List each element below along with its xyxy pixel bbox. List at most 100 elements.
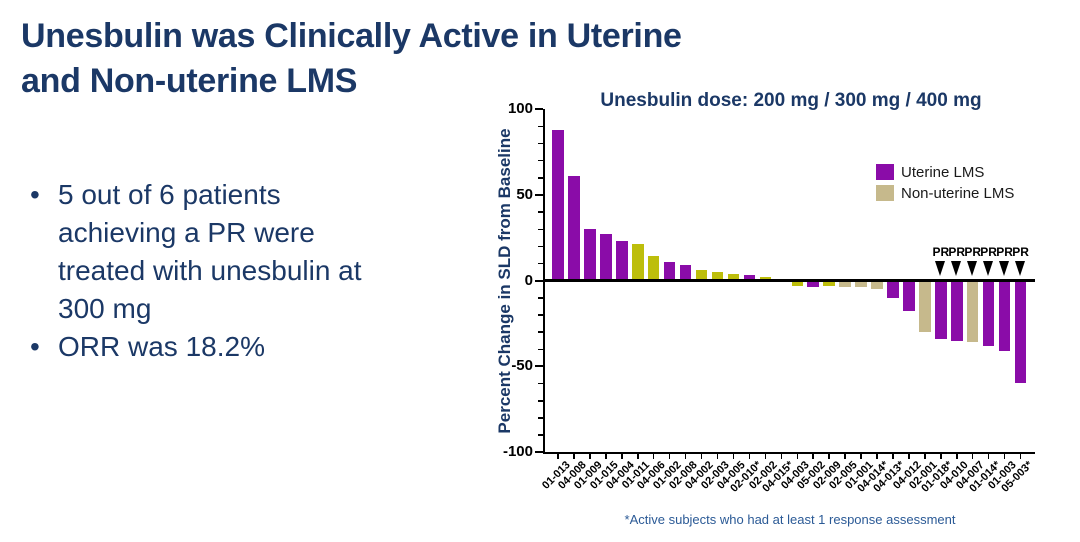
y-minor-tick	[538, 382, 543, 385]
legend-label-uterine: Uterine LMS	[901, 163, 985, 181]
y-minor-tick	[538, 314, 543, 316]
pr-marker-triangle-icon	[951, 261, 962, 276]
x-tick	[796, 454, 798, 459]
chart-bar	[663, 261, 676, 281]
x-tick	[987, 454, 990, 459]
x-tick	[605, 454, 607, 459]
chart-title: Unesbulin dose: 200 mg / 300 mg / 400 mg	[600, 90, 982, 111]
y-minor-tick	[538, 142, 543, 145]
chart-bar	[632, 244, 644, 281]
page-title: Unesbulin was Clinically Active in Uteri…	[21, 14, 801, 104]
x-tick	[716, 454, 719, 459]
x-tick	[844, 454, 846, 459]
y-minor-tick	[538, 245, 543, 248]
y-minor-tick	[538, 297, 543, 299]
legend-swatch-non-uterine	[876, 185, 894, 201]
chart-bar	[807, 280, 819, 288]
chart-bar	[871, 280, 883, 290]
x-tick	[940, 454, 942, 459]
x-tick	[812, 454, 814, 459]
chart-bar	[982, 280, 995, 346]
y-major-tick	[535, 365, 543, 368]
page-title-line1: Unesbulin was Clinically Active in Uteri…	[21, 17, 682, 55]
legend-row-uterine: Uterine LMS	[876, 163, 1014, 181]
pr-marker-label: PR	[964, 245, 982, 259]
x-axis-line	[543, 452, 1035, 454]
pr-marker-triangle-icon	[999, 261, 1010, 276]
chart-bar	[1014, 280, 1027, 384]
chart-bar	[647, 256, 660, 281]
x-tick	[684, 454, 687, 459]
pr-marker-label: PR	[1012, 245, 1029, 259]
x-tick	[732, 454, 735, 459]
zero-baseline	[543, 279, 1035, 282]
y-minor-tick	[538, 331, 543, 333]
page-title-line2: and Non-uterine LMS	[21, 62, 358, 100]
chart-bar	[887, 280, 899, 298]
chart-bar	[743, 275, 756, 281]
chart-bar	[935, 280, 947, 339]
chart-bar	[855, 280, 867, 288]
x-tick	[748, 454, 751, 459]
y-minor-tick	[538, 177, 543, 179]
y-tick-label: -100	[502, 443, 533, 460]
chart-bar	[616, 241, 628, 281]
chart-bar	[823, 280, 835, 286]
chart-bar	[966, 280, 979, 343]
x-tick	[876, 454, 878, 459]
y-minor-tick	[538, 159, 543, 162]
pr-marker-triangle-icon	[983, 261, 994, 276]
chart-footnote: *Active subjects who had at least 1 resp…	[624, 512, 956, 527]
pr-marker-label: PR	[980, 245, 997, 259]
x-tick	[573, 454, 575, 459]
x-tick	[1003, 454, 1006, 459]
chart-bar	[791, 280, 803, 286]
x-tick	[892, 454, 894, 459]
y-minor-tick	[538, 400, 543, 402]
x-tick	[956, 454, 958, 459]
x-tick	[700, 454, 703, 459]
chart-bar	[951, 280, 963, 341]
chart-bar	[711, 271, 724, 281]
y-minor-tick	[538, 348, 543, 351]
legend-label-non-uterine: Non-uterine LMS	[901, 184, 1015, 202]
y-major-tick	[535, 279, 543, 282]
y-major-tick	[535, 451, 543, 453]
chart-bar	[600, 234, 612, 281]
x-tick	[557, 454, 559, 459]
y-tick-label: 100	[507, 100, 533, 117]
chart-bar	[695, 270, 708, 281]
y-tick-label: -50	[511, 357, 533, 375]
x-tick	[652, 454, 655, 459]
pr-marker-triangle-icon	[935, 261, 946, 276]
y-minor-tick	[538, 417, 543, 419]
chart-bar	[584, 229, 596, 281]
x-tick	[621, 454, 623, 459]
chart-bar	[839, 280, 851, 288]
x-tick	[1019, 454, 1022, 459]
bullet-item-pr: 5 out of 6 patients achieving a PR were …	[28, 176, 398, 328]
pr-marker-triangle-icon	[1015, 261, 1026, 276]
bullet-item-orr: ORR was 18.2%	[28, 328, 398, 366]
x-tick	[971, 454, 974, 459]
chart-bar	[998, 280, 1011, 351]
y-minor-tick	[538, 228, 543, 231]
x-tick	[780, 454, 783, 459]
chart-bar	[759, 277, 772, 281]
chart-bar	[903, 280, 915, 312]
bullet-list: 5 out of 6 patients achieving a PR were …	[28, 176, 408, 366]
x-tick	[860, 454, 862, 459]
y-minor-tick	[538, 262, 543, 265]
x-tick	[828, 454, 830, 459]
x-tick	[637, 454, 639, 459]
chart-bar	[552, 129, 564, 281]
chart-bar	[568, 175, 580, 281]
pr-marker-label: PR	[932, 245, 950, 259]
pr-marker-label: PR	[996, 245, 1013, 259]
pr-marker-triangle-icon	[967, 261, 978, 276]
y-minor-tick	[538, 125, 543, 128]
legend-swatch-uterine	[876, 164, 894, 180]
x-tick	[908, 454, 910, 459]
